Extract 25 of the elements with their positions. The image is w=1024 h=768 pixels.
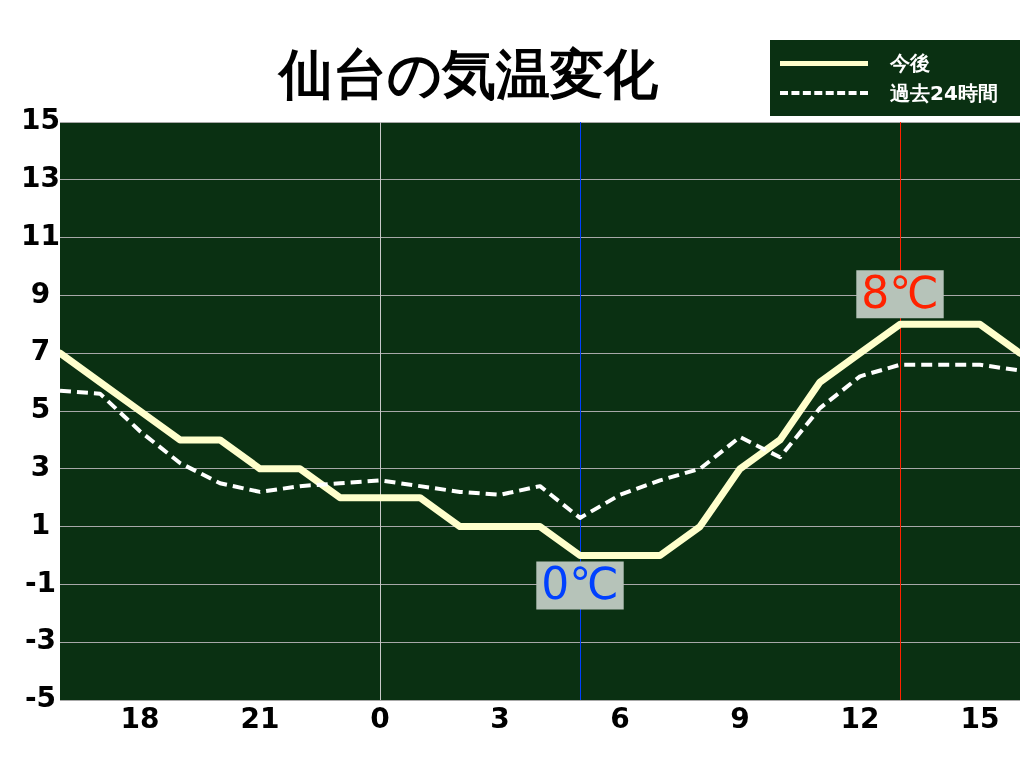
x-tick-label: 9 — [730, 702, 750, 736]
x-tick-label: 21 — [240, 702, 280, 736]
y-tick-label: -1 — [24, 565, 57, 599]
x-tick-label: 15 — [960, 702, 1000, 736]
x-tick-label: 6 — [610, 702, 630, 736]
y-tick-label: 1 — [30, 507, 51, 541]
y-tick-label: 5 — [30, 392, 51, 426]
line-series — [60, 362, 1020, 520]
y-tick-label: 15 — [21, 103, 60, 137]
x-tick-label: 12 — [840, 702, 880, 736]
chart-title: 仙台の気温変化 — [276, 42, 659, 108]
legend-label: 過去24時間 — [890, 79, 998, 107]
y-tick-label: 7 — [30, 334, 51, 368]
annotation: 8℃ — [861, 266, 939, 318]
x-tick-label: 3 — [490, 702, 510, 736]
y-tick-label: 3 — [30, 450, 51, 484]
annotation: 0℃ — [541, 557, 619, 609]
x-tick-label: 18 — [120, 702, 160, 736]
legend-label: 今後 — [890, 49, 930, 77]
x-tick-label: 0 — [370, 702, 390, 736]
y-tick-label: -3 — [24, 623, 57, 657]
y-tick-label: 9 — [30, 276, 51, 310]
y-tick-label: -5 — [24, 681, 57, 715]
y-tick-label: 13 — [21, 161, 60, 195]
y-tick-label: 11 — [21, 218, 60, 252]
